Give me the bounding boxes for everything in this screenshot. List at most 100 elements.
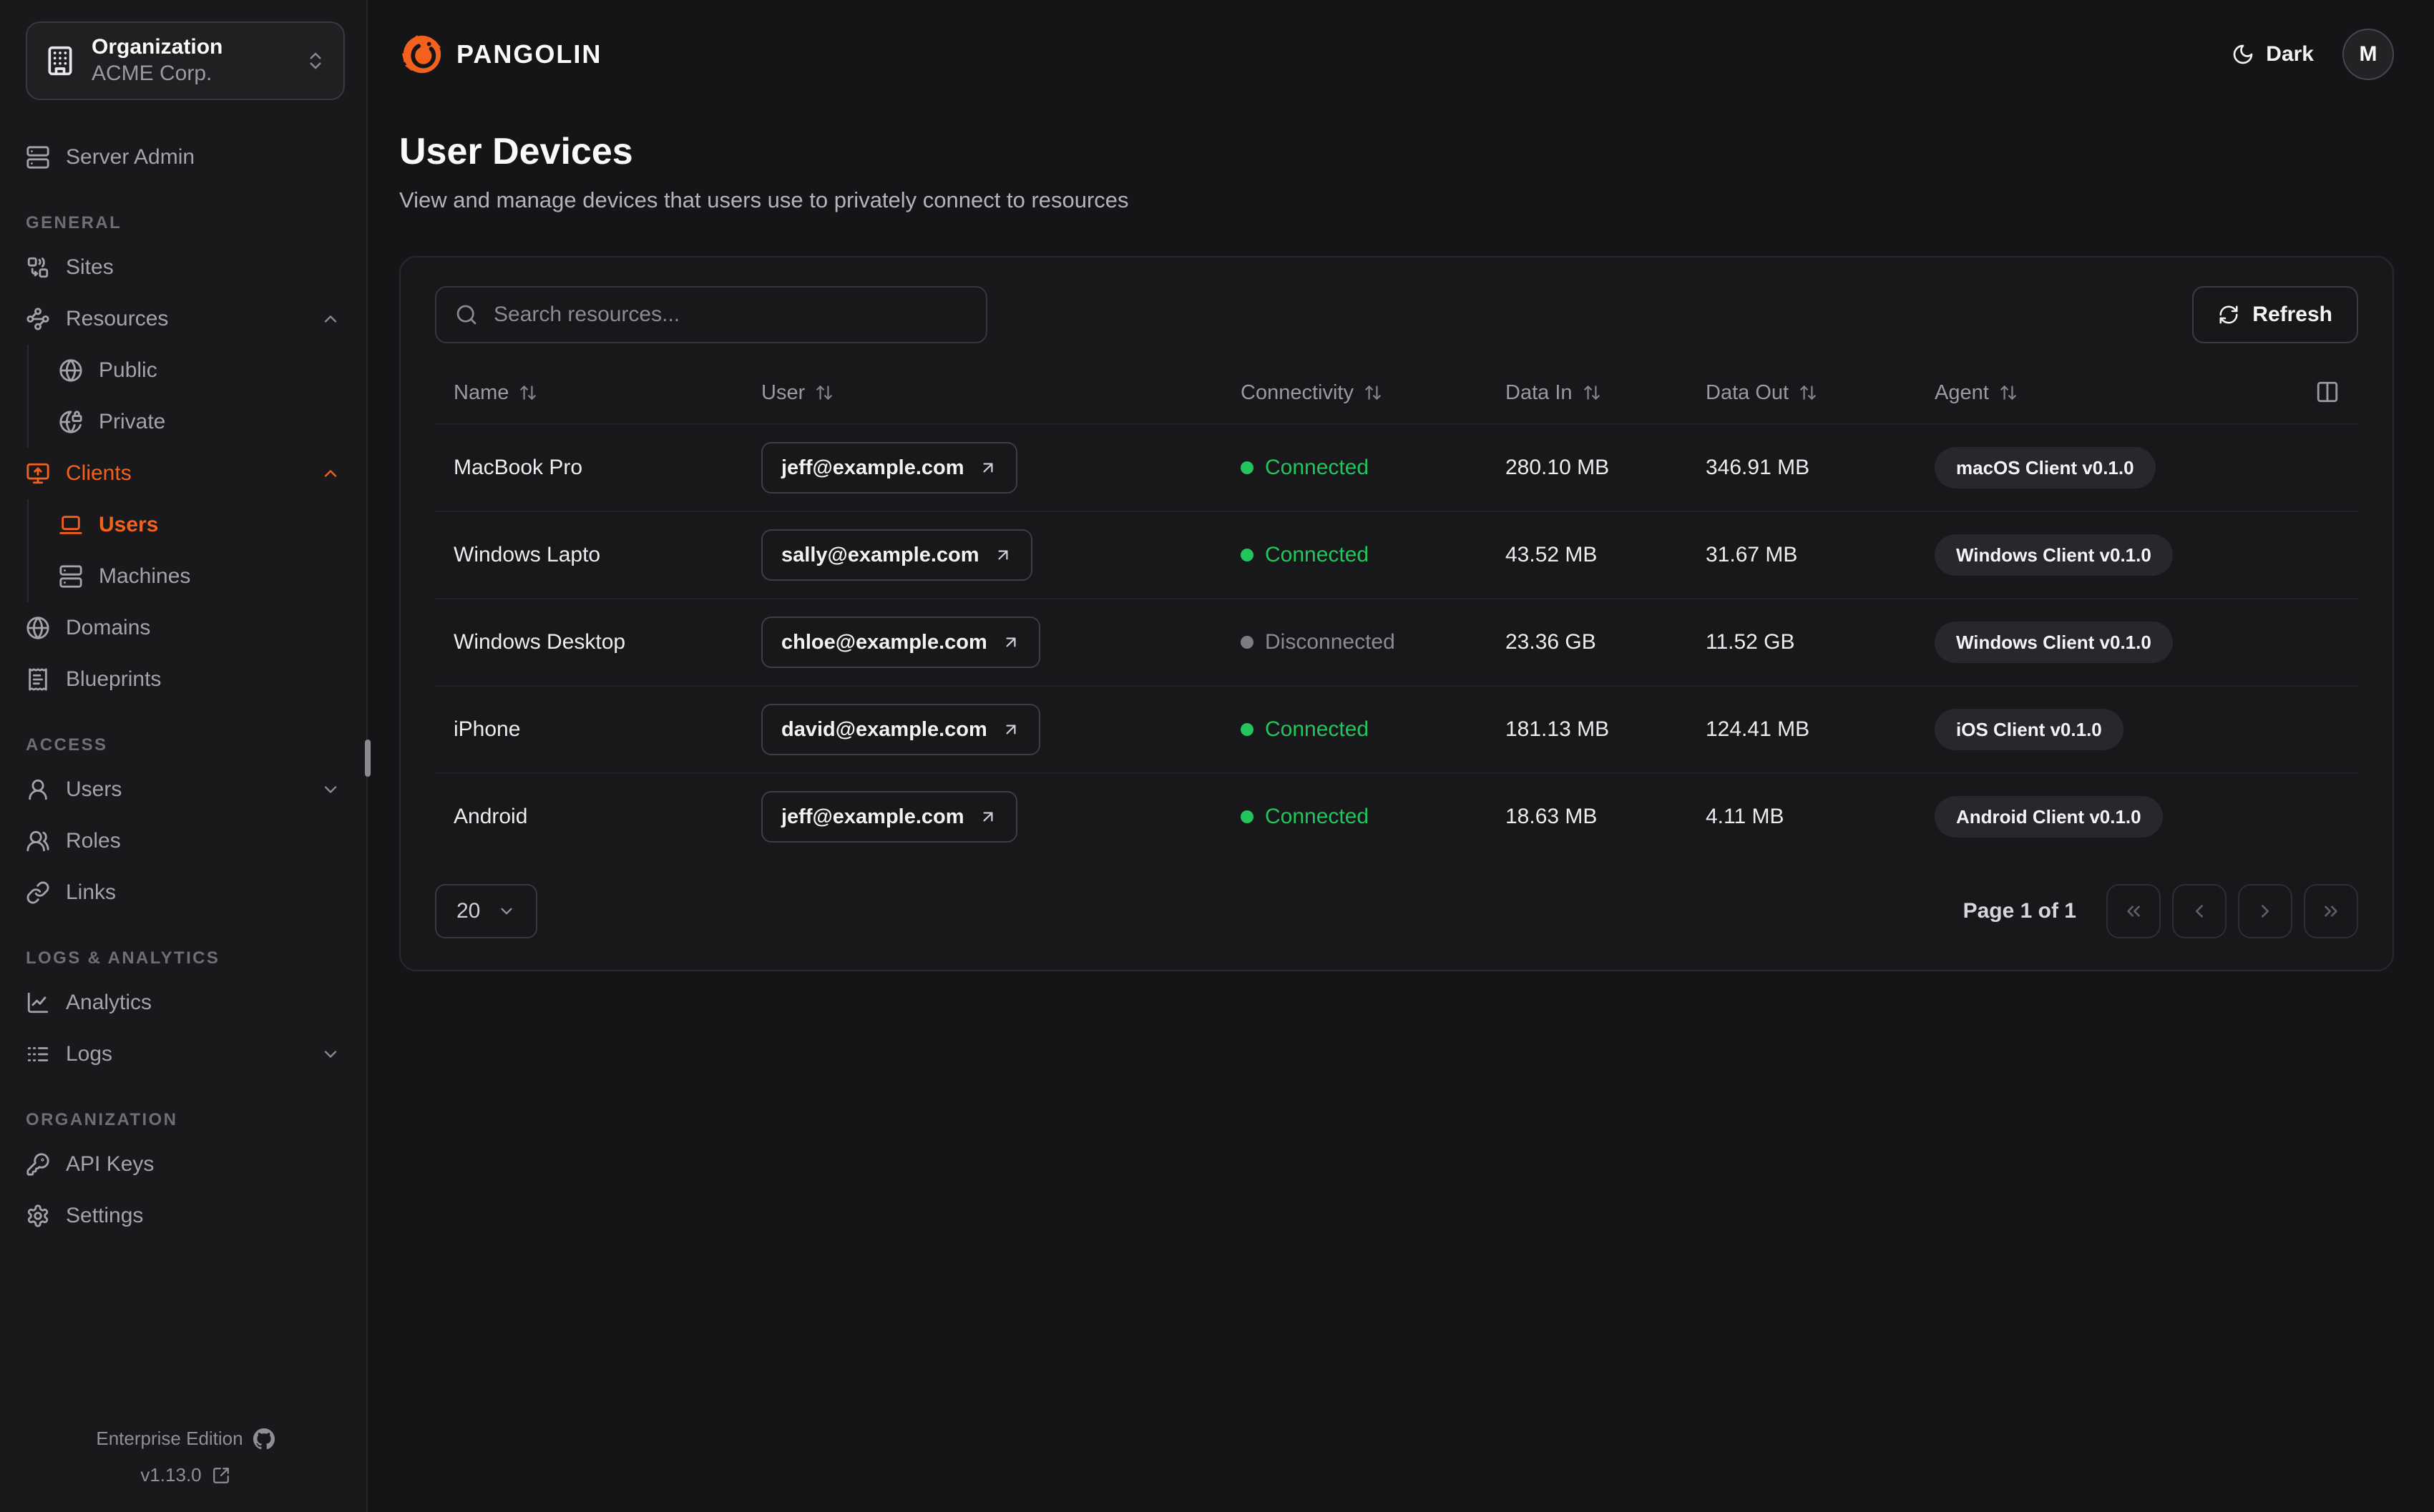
link-icon: [26, 881, 49, 903]
column-header-data-in[interactable]: Data In: [1505, 381, 1706, 405]
user-link-button[interactable]: chloe@example.com: [761, 617, 1040, 668]
avatar[interactable]: M: [2342, 29, 2394, 80]
sidebar-item-domains[interactable]: Domains: [26, 602, 345, 654]
sidebar-item-logs[interactable]: Logs: [26, 1029, 345, 1080]
sidebar-item-label: Clients: [66, 461, 132, 485]
columns-icon: [2317, 381, 2338, 402]
edition-link[interactable]: Enterprise Edition: [96, 1428, 275, 1450]
section-label-access: ACCESS: [26, 735, 108, 755]
agent-cell: Windows Client v0.1.0: [1935, 622, 2299, 663]
sidebar-item-label: Users: [66, 777, 122, 801]
building-icon: [48, 46, 72, 75]
sidebar-item-users[interactable]: Users: [26, 764, 345, 815]
user-cell: chloe@example.com: [761, 617, 1241, 668]
column-header-connectivity[interactable]: Connectivity: [1241, 381, 1505, 405]
chevron-left-icon: [2196, 905, 2203, 918]
sidebar-item-machines[interactable]: Machines: [59, 551, 345, 602]
card-toolbar: Refresh: [435, 286, 2358, 343]
org-selector[interactable]: Organization ACME Corp.: [26, 21, 345, 100]
globe-icon: [59, 358, 82, 382]
sidebar-item-label: Resources: [66, 306, 169, 330]
sidebar-item-label: Domains: [66, 615, 151, 639]
sidebar: Organization ACME Corp. Server Admin GEN…: [0, 0, 371, 1512]
refresh-button[interactable]: Refresh: [2192, 286, 2358, 343]
user-link-button[interactable]: sally@example.com: [761, 529, 1032, 581]
status-dot-icon: [1241, 723, 1253, 736]
device-name: Android: [454, 805, 528, 828]
page-size-select[interactable]: 20: [435, 884, 538, 938]
column-label: Connectivity: [1241, 381, 1354, 404]
column-header-user[interactable]: User: [761, 381, 1241, 405]
status-label: Connected: [1265, 805, 1369, 828]
sort-icon: [2000, 386, 2016, 400]
search-input[interactable]: [492, 302, 967, 328]
sidebar-item-settings[interactable]: Settings: [26, 1190, 345, 1242]
first-page-button[interactable]: [2106, 884, 2161, 938]
theme-toggle[interactable]: Dark: [2232, 42, 2314, 67]
agent-badge: Windows Client v0.1.0: [1935, 622, 2173, 663]
status-label: Connected: [1265, 543, 1369, 566]
sidebar-item-label: Users: [99, 512, 159, 536]
brand-logo-link[interactable]: PANGOLIN: [399, 32, 602, 77]
device-name: MacBook Pro: [454, 456, 583, 479]
key-icon: [26, 1152, 49, 1176]
sidebar-item-api-keys[interactable]: API Keys: [26, 1139, 345, 1190]
pager-buttons: [2106, 884, 2358, 938]
chevron-up-icon: [324, 315, 337, 323]
sidebar-item-sites[interactable]: Sites: [26, 242, 345, 293]
status-label: Connected: [1265, 456, 1369, 479]
sidebar-item-private[interactable]: Private: [59, 396, 345, 448]
section-label-general: GENERAL: [26, 212, 122, 232]
sidebar-item-label: Public: [99, 358, 157, 382]
table-row: Windows Desktop chloe@example.com Discon…: [435, 598, 2358, 685]
next-page-button[interactable]: [2238, 884, 2292, 938]
user-link-button[interactable]: david@example.com: [761, 704, 1040, 755]
sidebar-item-analytics[interactable]: Analytics: [26, 977, 345, 1029]
status-dot-icon: [1241, 636, 1253, 649]
user-link-button[interactable]: jeff@example.com: [761, 791, 1017, 843]
card-footer: 20 Page 1 of 1: [435, 884, 2358, 938]
sort-icon: [520, 386, 537, 400]
sidebar-item-label: Private: [99, 409, 166, 433]
column-settings-button[interactable]: [2315, 380, 2340, 406]
sidebar-item-resources[interactable]: Resources: [26, 293, 345, 345]
last-page-button[interactable]: [2304, 884, 2358, 938]
chart-line-icon: [27, 992, 49, 1013]
agent-cell: Android Client v0.1.0: [1935, 796, 2299, 838]
org-selector-label: Organization: [92, 35, 223, 59]
table-row: Windows Lapto sally@example.com Connecte…: [435, 511, 2358, 598]
column-header-data-out[interactable]: Data Out: [1706, 381, 1935, 405]
agent-cell: Windows Client v0.1.0: [1935, 534, 2299, 576]
chevrons-right-icon: [2325, 905, 2337, 917]
prev-page-button[interactable]: [2172, 884, 2227, 938]
sidebar-item-server-admin[interactable]: Server Admin: [26, 132, 345, 183]
status-dot-icon: [1241, 461, 1253, 474]
agent-cell: iOS Client v0.1.0: [1935, 709, 2299, 750]
avatar-initial: M: [2359, 42, 2377, 66]
sidebar-item-public[interactable]: Public: [59, 345, 345, 396]
sidebar-item-links[interactable]: Links: [26, 867, 345, 918]
refresh-icon: [2219, 305, 2238, 324]
arrow-up-right-icon: [983, 812, 993, 822]
data-in-value: 43.52 MB: [1505, 543, 1598, 566]
sidebar-item-blueprints[interactable]: Blueprints: [26, 654, 345, 705]
moon-icon: [2233, 44, 2253, 64]
sidebar-resize-handle[interactable]: [365, 740, 371, 777]
chevrons-left-icon: [2127, 905, 2140, 917]
table-header-row: Name User Connectivity Data In Data Out: [435, 362, 2358, 423]
chevron-down-icon: [324, 1050, 337, 1058]
version-link[interactable]: v1.13.0: [140, 1464, 230, 1486]
user-email: sally@example.com: [781, 543, 979, 566]
sidebar-item-label: Machines: [99, 564, 191, 588]
chevron-up-icon: [324, 469, 337, 477]
logs-icon: [27, 1046, 49, 1061]
sidebar-item-roles[interactable]: Roles: [26, 815, 345, 867]
user-email: jeff@example.com: [781, 805, 964, 828]
column-header-name[interactable]: Name: [454, 381, 761, 405]
user-link-button[interactable]: jeff@example.com: [761, 442, 1017, 494]
sidebar-item-clients[interactable]: Clients: [26, 448, 345, 499]
data-out-value: 124.41 MB: [1706, 717, 1810, 741]
sidebar-item-client-users[interactable]: Users: [59, 499, 345, 551]
data-in-value: 280.10 MB: [1505, 456, 1610, 479]
column-header-agent[interactable]: Agent: [1935, 381, 2299, 405]
